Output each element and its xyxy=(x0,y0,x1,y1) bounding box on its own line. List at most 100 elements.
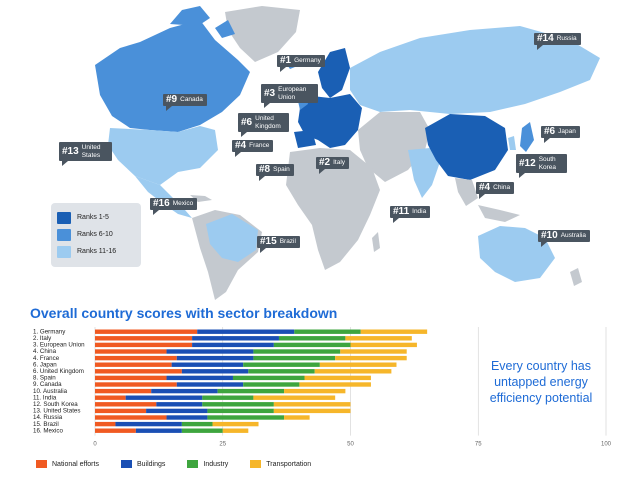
callout-name: South Korea xyxy=(538,156,557,171)
bar-segment xyxy=(95,415,167,420)
bar-segment xyxy=(207,415,285,420)
category-label: 2. Italy xyxy=(33,335,52,342)
callout-rank: #14 xyxy=(537,33,554,44)
legend-label: Ranks 11-16 xyxy=(77,248,117,255)
bar-segment xyxy=(171,362,244,367)
bar-segment xyxy=(146,408,208,414)
callout-australia: #10 Australia xyxy=(538,230,590,246)
callout-rank: #11 xyxy=(393,206,410,217)
category-label: 4. France xyxy=(33,355,60,362)
callout-mexico: #16 Mexico xyxy=(150,198,198,214)
category-label: 3. European Union xyxy=(33,342,85,349)
africa-shape xyxy=(286,148,380,270)
callout-name: Japan xyxy=(558,128,576,135)
callout-spain: #8 Spain xyxy=(256,164,294,180)
callout-italy: #2 Italy xyxy=(316,157,350,173)
category-label: 1. Germany xyxy=(33,328,66,335)
callout-rank: #10 xyxy=(541,230,558,241)
sector-label: Buildings xyxy=(136,460,166,468)
callout-name: Canada xyxy=(180,96,203,103)
europe-shape xyxy=(298,94,362,148)
bar-segment xyxy=(181,428,223,433)
callout-rank: #2 xyxy=(319,157,331,168)
legend-item: Ranks 6-10 xyxy=(57,226,135,243)
bar-segment xyxy=(345,336,412,341)
bar-segment xyxy=(299,382,371,387)
bar-segment xyxy=(166,375,233,381)
bar-segment xyxy=(284,415,310,420)
sector-legend: National efforts Buildings Industry Tran… xyxy=(36,460,333,468)
legend-swatch xyxy=(57,245,71,258)
tagline: Every country has untapped energy effici… xyxy=(489,359,593,405)
bar-segment xyxy=(243,382,300,387)
bar-segment xyxy=(95,362,172,367)
callout-name: Mexico xyxy=(172,200,194,207)
sector-label: National efforts xyxy=(52,460,99,468)
bar-segment xyxy=(232,375,305,381)
legend-item: Ranks 1-5 xyxy=(57,209,135,226)
southeast-asia-shape xyxy=(455,178,520,222)
bar-segment xyxy=(95,395,126,400)
bar-segment xyxy=(95,349,167,354)
bar-segment xyxy=(273,342,351,348)
china-shape xyxy=(425,114,508,180)
category-label: 15. Brazil xyxy=(33,421,59,428)
callout-india: #11 India xyxy=(390,206,431,222)
bar-segment xyxy=(253,349,341,354)
bar-segment xyxy=(319,362,397,367)
bar-segment xyxy=(95,369,182,374)
world-map-graphic xyxy=(95,6,600,300)
callout-rank: #9 xyxy=(166,94,178,105)
sector-swatch-industry xyxy=(187,460,199,468)
legend-item: Ranks 11-16 xyxy=(57,243,135,260)
sector-swatch-national-efforts xyxy=(36,460,47,468)
callout-rank: #6 xyxy=(241,116,253,128)
bar-segment xyxy=(284,388,346,394)
bar-segment xyxy=(156,402,203,407)
bar-segment xyxy=(340,349,407,354)
callout-name: European Union xyxy=(278,86,307,101)
callout-name: Germany xyxy=(294,57,321,64)
bar-segment xyxy=(207,408,274,414)
callout-european-union: #3 European Union xyxy=(261,84,319,108)
bar-segment xyxy=(95,408,147,414)
bar-segment xyxy=(166,415,208,420)
sector-legend-item: Transportation xyxy=(250,460,311,468)
callout-name: India xyxy=(412,208,427,215)
legend-label: Ranks 1-5 xyxy=(77,214,109,221)
scandinavia-shape xyxy=(318,48,350,98)
bar-segment xyxy=(176,355,254,361)
japan-shape xyxy=(520,122,534,152)
bar-segment xyxy=(253,395,336,400)
callout-rank: #4 xyxy=(235,140,247,151)
category-label: 10. Australia xyxy=(33,388,68,395)
bar-segment xyxy=(294,329,361,334)
callout-name: Australia xyxy=(560,232,586,239)
bar-segment xyxy=(360,329,428,334)
bar-segment xyxy=(95,428,136,433)
bar-segment xyxy=(222,428,249,433)
bar-segment xyxy=(273,408,351,414)
callout-russia: #14 Russia xyxy=(534,33,581,49)
bar-segment xyxy=(243,362,320,367)
caribbean-shape xyxy=(190,195,212,202)
category-label: 8. Spain xyxy=(33,375,56,382)
bar-segment xyxy=(273,402,351,407)
x-tick-label: 50 xyxy=(347,442,354,448)
sector-label: Transportation xyxy=(266,460,312,468)
canada-shape xyxy=(95,20,250,132)
bar-segment xyxy=(181,421,213,427)
callout-japan: #6 Japan xyxy=(541,126,580,142)
bar-segment xyxy=(248,369,315,374)
bar-segment xyxy=(253,355,336,361)
bar-segment xyxy=(304,375,371,381)
callout-name: United States xyxy=(81,144,101,159)
bar-segment xyxy=(95,336,193,341)
bar-segment xyxy=(278,336,346,341)
category-label: 14. Russia xyxy=(33,414,63,421)
bar-segment xyxy=(217,388,285,394)
category-label: 13. United States xyxy=(33,408,80,415)
bar-segment xyxy=(151,388,218,394)
callout-brazil: #15 Brazil xyxy=(257,236,300,252)
sector-swatch-buildings xyxy=(120,460,132,468)
